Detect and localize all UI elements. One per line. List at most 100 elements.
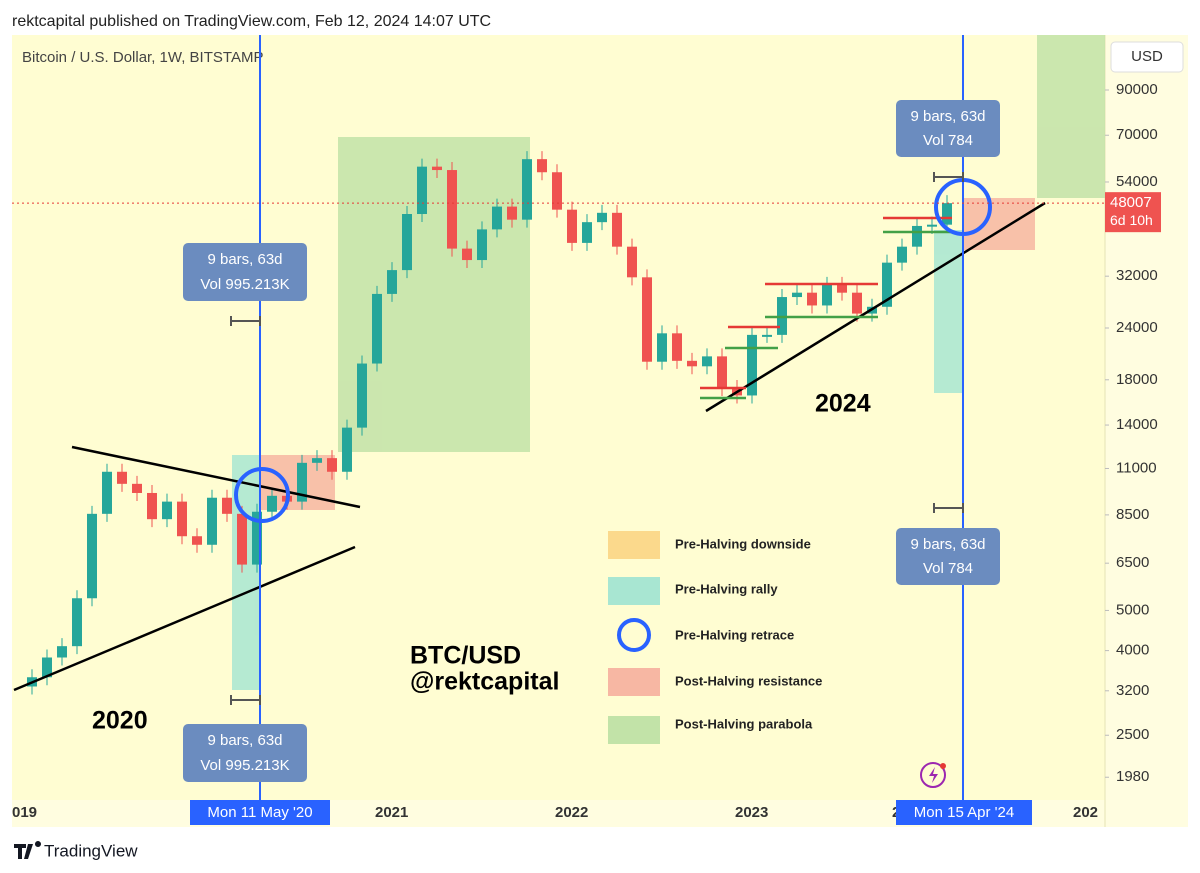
candle	[387, 270, 397, 294]
zones	[232, 35, 1105, 690]
range	[933, 503, 964, 513]
label: 2020	[92, 707, 148, 735]
candle	[222, 497, 232, 514]
box	[183, 243, 307, 301]
time-label: 019	[12, 804, 37, 821]
cursor-date: Mon 15 Apr '24	[896, 800, 1032, 825]
measure-box: 9 bars, 63d Vol 995.213K	[183, 243, 307, 301]
candle	[582, 222, 592, 243]
candle	[912, 225, 922, 247]
candle	[852, 292, 862, 314]
candle	[357, 363, 367, 428]
candle	[102, 471, 112, 514]
tick-label: 24000	[1116, 319, 1158, 336]
box	[190, 800, 330, 825]
price-ticks: 90000 70000 54000 32000 24000 18000 14000 11000…	[1105, 81, 1158, 785]
candle	[462, 248, 472, 261]
candle	[927, 224, 937, 227]
candle	[147, 492, 157, 520]
tick-label: 11000	[1116, 459, 1157, 476]
tick-label: 6500	[1116, 554, 1149, 571]
candle	[687, 360, 697, 367]
volume: Vol 995.213K	[200, 757, 289, 774]
tick-label: 4000	[1116, 642, 1149, 659]
box	[183, 724, 307, 782]
trendline	[71, 445, 361, 509]
candle	[702, 356, 712, 367]
trendline	[705, 201, 1046, 413]
label: 2024	[815, 390, 871, 418]
candle	[567, 209, 577, 243]
candle	[342, 427, 352, 472]
label: @rektcapital	[410, 668, 559, 696]
candle	[237, 513, 247, 565]
candle	[192, 536, 202, 545]
price-axis	[1105, 35, 1188, 827]
tick-label: 90000	[1116, 81, 1158, 98]
label: BTC/USD	[410, 642, 521, 670]
candle	[297, 462, 307, 502]
tick-label: 32000	[1116, 267, 1158, 284]
candle	[627, 246, 637, 278]
tick-label: 70000	[1116, 126, 1158, 143]
candle	[792, 292, 802, 298]
currency-box[interactable]	[1110, 41, 1184, 73]
currency: USD	[1131, 48, 1163, 65]
candle	[207, 497, 217, 545]
candle	[42, 657, 52, 678]
candle	[537, 159, 547, 173]
brand: TradingView	[44, 841, 138, 860]
candle	[252, 511, 262, 565]
swatch	[608, 668, 660, 696]
candle	[762, 334, 772, 337]
candle	[327, 458, 337, 472]
bars: 9 bars, 63d	[207, 732, 282, 749]
candle	[552, 172, 562, 210]
candle	[267, 495, 277, 512]
bars: 9 bars, 63d	[207, 251, 282, 268]
legend-item: Pre-Halving downside	[675, 536, 811, 551]
box	[1105, 192, 1161, 233]
alert-icon[interactable]	[920, 762, 946, 788]
candle	[657, 333, 667, 362]
candle	[822, 284, 832, 306]
bars: 9 bars, 63d	[910, 108, 985, 125]
volume: Vol 784	[923, 560, 973, 577]
candle	[717, 356, 727, 388]
candle	[807, 292, 817, 306]
candle	[492, 206, 502, 230]
candle	[882, 262, 892, 307]
time-label: 2023	[735, 804, 768, 821]
candle	[897, 246, 907, 263]
volume: Vol 784	[923, 132, 973, 149]
icon	[940, 763, 946, 769]
candle	[132, 483, 142, 493]
candle	[72, 598, 82, 647]
chart-pane	[12, 35, 1105, 800]
last-price: 48007	[1110, 194, 1152, 211]
trendline	[13, 545, 356, 692]
box	[896, 800, 1032, 825]
candle	[747, 334, 757, 396]
candle	[312, 458, 322, 463]
swatch	[608, 577, 660, 605]
legend-item: Pre-Halving retrace	[675, 627, 794, 642]
tick-label: 18000	[1116, 371, 1158, 388]
range	[933, 172, 964, 182]
measure-box: 9 bars, 63d Vol 784	[896, 100, 1000, 157]
countdown: 6d 10h	[1110, 212, 1153, 228]
measure-box: 9 bars, 63d Vol 784	[896, 528, 1000, 585]
swatch	[608, 531, 660, 559]
candle	[597, 212, 607, 223]
footer: TradingView	[14, 841, 138, 860]
tick-label: 3200	[1116, 682, 1149, 699]
candle	[117, 471, 127, 484]
parabola-zone	[1037, 35, 1105, 198]
retrace-circle	[234, 467, 290, 523]
candle	[57, 646, 67, 658]
parabola-zone	[338, 137, 530, 452]
drawings	[13, 35, 1046, 800]
tick-label: 8500	[1116, 506, 1149, 523]
